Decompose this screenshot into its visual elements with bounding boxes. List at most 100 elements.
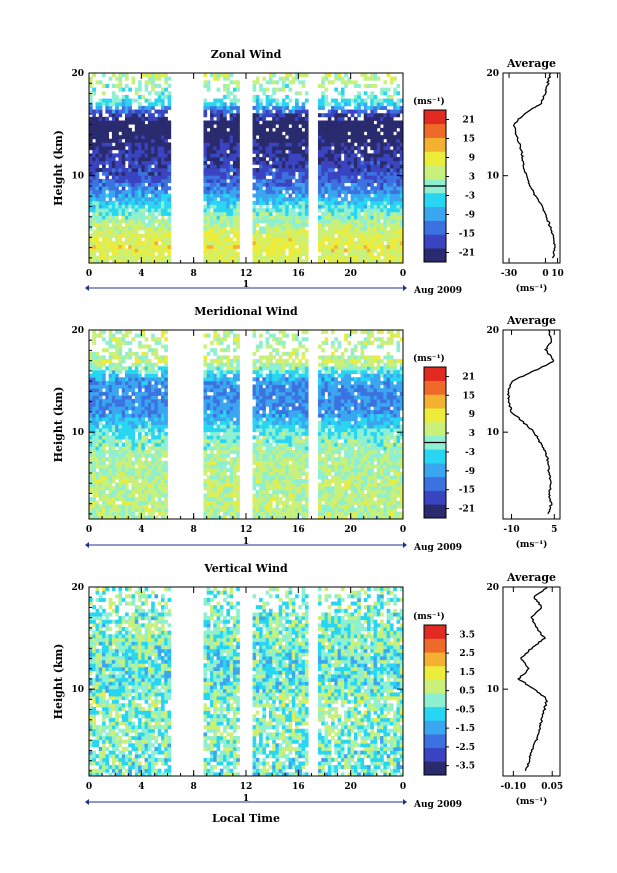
heatmap-cell [203, 124, 208, 129]
heatmap-cell [118, 417, 123, 422]
heatmap-cell [347, 142, 352, 147]
heatmap-cell [232, 87, 237, 92]
heatmap-cell [206, 511, 211, 516]
heatmap-cell [383, 215, 388, 220]
heatmap-cell [389, 168, 394, 173]
heatmap-cell [118, 164, 123, 169]
heatmap-cell [262, 237, 267, 242]
heatmap-cell [121, 252, 126, 257]
heatmap-cell [124, 73, 129, 78]
heatmap-cell [324, 186, 329, 191]
heatmap-cell [327, 171, 332, 176]
heatmap-cell [226, 109, 231, 114]
heatmap-cell [203, 384, 208, 389]
heatmap-cell [213, 457, 217, 462]
heatmap-cell [111, 471, 116, 476]
heatmap-cell [141, 255, 145, 260]
heatmap-cell [134, 248, 139, 253]
heatmap-cell [275, 200, 280, 205]
heatmap-cell [393, 182, 397, 187]
heatmap-cell [98, 362, 103, 367]
heatmap-cell [396, 157, 401, 162]
heatmap-cell [393, 197, 397, 202]
heatmap-cell [219, 442, 224, 447]
heatmap-cell [115, 420, 119, 425]
heatmap-cell [298, 200, 302, 205]
heatmap-cell [229, 80, 234, 85]
heatmap-cell [138, 355, 142, 360]
heatmap-cell [399, 200, 404, 205]
heatmap-cell [327, 193, 332, 198]
heatmap-cell [151, 464, 155, 469]
heatmap-cell [157, 511, 162, 516]
heatmap-cell [138, 252, 142, 257]
heatmap-cell [210, 259, 214, 264]
heatmap-cell [363, 102, 368, 107]
heatmap-cell [223, 160, 227, 165]
heatmap-cell [301, 200, 306, 205]
heatmap-cell [226, 222, 231, 227]
heatmap-cell [151, 105, 155, 110]
heatmap-cell [357, 233, 361, 238]
heatmap-cell [157, 508, 162, 513]
heatmap-cell [337, 204, 342, 209]
heatmap-cell [98, 142, 103, 147]
heatmap-cell [102, 197, 106, 202]
heatmap-cell [236, 87, 240, 92]
heatmap-cell [298, 233, 302, 238]
heatmap-cell [216, 146, 221, 151]
heatmap-cell [141, 420, 145, 425]
heatmap-cell [203, 359, 208, 364]
heatmap-cell [151, 142, 155, 147]
heatmap-cell [291, 168, 296, 173]
heatmap-cell [206, 142, 211, 147]
heatmap-cell [396, 233, 401, 238]
heatmap-cell [160, 475, 165, 480]
heatmap-cell [147, 399, 152, 404]
heatmap-cell [219, 446, 224, 451]
heatmap-cell [376, 219, 381, 224]
heatmap-cell [321, 160, 325, 165]
heatmap-cell [203, 417, 208, 422]
x-tick-label: 16 [292, 269, 305, 279]
heatmap-cell [157, 355, 162, 360]
heatmap-cell [223, 413, 227, 418]
heatmap-cell [121, 504, 126, 509]
heatmap-cell [213, 489, 217, 494]
heatmap-cell [353, 98, 358, 103]
heatmap-cell [138, 406, 142, 411]
heatmap-cell [383, 200, 388, 205]
heatmap-cell [111, 153, 116, 158]
heatmap-cell [147, 226, 152, 231]
heatmap-cell [285, 102, 289, 107]
heatmap-cell [98, 255, 103, 260]
heatmap-cell [357, 83, 361, 89]
heatmap-cell [324, 73, 329, 78]
heatmap-cell [363, 175, 368, 180]
heatmap-cell [370, 73, 374, 78]
heatmap-cell [334, 149, 338, 154]
heatmap-cell [151, 241, 155, 246]
heatmap-cell [105, 431, 110, 436]
heatmap-cell [102, 446, 106, 451]
heatmap-cell [164, 402, 168, 407]
heatmap-cell [213, 241, 217, 246]
heatmap-cell [154, 351, 159, 356]
heatmap-cell [138, 211, 142, 216]
heatmap-cell [128, 406, 132, 411]
heatmap-cell [203, 83, 208, 89]
heatmap-cell [138, 362, 142, 367]
heatmap-cell [268, 109, 273, 114]
heatmap-cell [344, 102, 348, 107]
heatmap-cell [331, 164, 335, 169]
heatmap-cell [111, 138, 116, 143]
heatmap-cell [121, 409, 126, 414]
heatmap-cell [124, 105, 129, 110]
heatmap-cell [138, 504, 142, 509]
heatmap-cell [147, 460, 152, 465]
heatmap-cell [141, 105, 145, 110]
heatmap-cell [363, 157, 368, 162]
heatmap-cell [141, 138, 145, 143]
heatmap-cell [138, 344, 142, 349]
heatmap-cell [111, 439, 116, 444]
